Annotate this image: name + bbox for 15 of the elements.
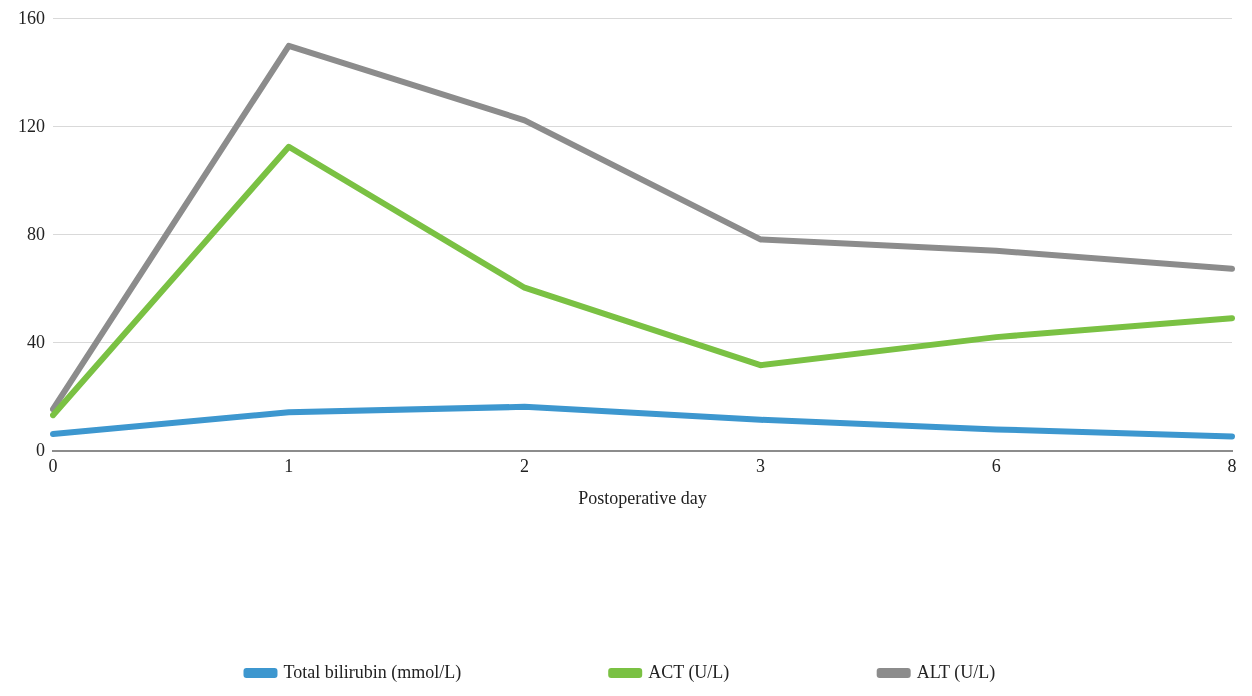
x-tick-label: 0	[48, 456, 58, 477]
x-tick-label: 2	[520, 456, 530, 477]
y-tick-label: 160	[18, 7, 45, 28]
legend-label: Total bilirubin (mmol/L)	[283, 661, 462, 683]
x-axis-title: Postoperative day	[578, 487, 707, 508]
x-tick-label: 3	[755, 456, 765, 477]
legend-label: ACT (U/L)	[648, 661, 730, 683]
legend-label: ALT (U/L)	[916, 661, 996, 683]
y-tick-label: 40	[27, 331, 45, 352]
y-tick-label: 80	[27, 223, 45, 244]
x-tick-label: 1	[284, 456, 294, 477]
x-tick-label: 6	[991, 456, 1001, 477]
y-tick-label: 120	[18, 115, 45, 136]
y-tick-label: 0	[36, 439, 45, 460]
x-tick-label: 8	[1227, 456, 1237, 477]
